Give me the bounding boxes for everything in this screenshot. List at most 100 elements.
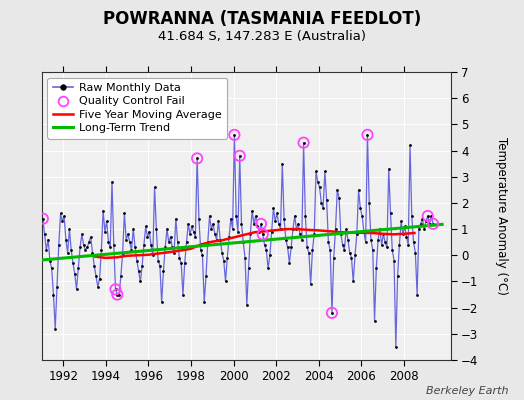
Point [257, 221, 265, 227]
Point [278, 160, 287, 167]
Point [406, 142, 414, 148]
Point [152, 226, 160, 232]
Point [257, 221, 265, 227]
Point [417, 221, 425, 227]
Point [234, 228, 242, 235]
Point [400, 223, 409, 230]
Point [205, 213, 214, 219]
Point [359, 228, 368, 235]
Point [113, 291, 122, 298]
Point [129, 226, 137, 232]
Text: POWRANNA (TASMANIA FEEDLOT): POWRANNA (TASMANIA FEEDLOT) [103, 10, 421, 28]
Point [177, 260, 185, 266]
Point [367, 236, 375, 243]
Point [228, 226, 237, 232]
Point [260, 242, 269, 248]
Point [163, 226, 171, 232]
Point [362, 239, 370, 245]
Point [122, 236, 130, 243]
Point [80, 242, 88, 248]
Point [173, 239, 182, 245]
Point [339, 242, 347, 248]
Point [193, 155, 201, 162]
Point [292, 226, 301, 232]
Point [97, 247, 105, 253]
Point [363, 132, 372, 138]
Point [140, 242, 148, 248]
Point [113, 291, 122, 298]
Point [193, 155, 201, 162]
Point [267, 228, 276, 235]
Point [104, 239, 113, 245]
Point [179, 291, 187, 298]
Point [78, 231, 86, 238]
Point [94, 284, 102, 290]
Point [126, 239, 134, 245]
Point [363, 132, 372, 138]
Point [404, 242, 412, 248]
Point [220, 257, 228, 264]
Point [191, 234, 200, 240]
Point [131, 244, 139, 251]
Point [92, 273, 100, 280]
Point [280, 216, 288, 222]
Point [76, 244, 84, 251]
Point [186, 231, 194, 238]
Point [196, 247, 205, 253]
Point [409, 239, 418, 245]
Point [62, 236, 70, 243]
Point [315, 184, 324, 190]
Point [262, 247, 270, 253]
Point [374, 236, 383, 243]
Point [166, 234, 174, 240]
Point [330, 255, 338, 261]
Point [411, 250, 420, 256]
Point [301, 213, 310, 219]
Point [223, 255, 232, 261]
Point [317, 200, 325, 206]
Point [354, 187, 363, 193]
Point [328, 310, 336, 316]
Point [90, 262, 99, 269]
Point [216, 236, 224, 243]
Point [386, 210, 395, 216]
Point [269, 205, 278, 211]
Point [42, 247, 50, 253]
Point [232, 213, 241, 219]
Point [40, 231, 49, 238]
Point [51, 325, 59, 332]
Point [200, 299, 209, 306]
Point [189, 228, 198, 235]
Point [72, 286, 81, 292]
Point [379, 231, 388, 238]
Point [81, 247, 90, 253]
Point [252, 213, 260, 219]
Legend: Raw Monthly Data, Quality Control Fail, Five Year Moving Average, Long-Term Tren: Raw Monthly Data, Quality Control Fail, … [48, 78, 227, 139]
Point [71, 270, 79, 277]
Point [54, 242, 63, 248]
Point [333, 187, 342, 193]
Point [74, 265, 82, 272]
Point [307, 281, 315, 287]
Point [182, 239, 191, 245]
Point [321, 168, 329, 175]
Point [347, 255, 356, 261]
Point [340, 247, 348, 253]
Point [172, 216, 180, 222]
Point [299, 140, 308, 146]
Point [258, 231, 267, 238]
Point [124, 231, 132, 238]
Point [111, 286, 119, 292]
Point [118, 250, 127, 256]
Point [324, 239, 333, 245]
Point [423, 213, 432, 219]
Point [397, 218, 406, 224]
Point [230, 132, 238, 138]
Point [141, 223, 150, 230]
Point [319, 205, 328, 211]
Point [351, 252, 359, 258]
Point [368, 247, 377, 253]
Point [181, 260, 189, 266]
Point [170, 250, 178, 256]
Point [264, 265, 272, 272]
